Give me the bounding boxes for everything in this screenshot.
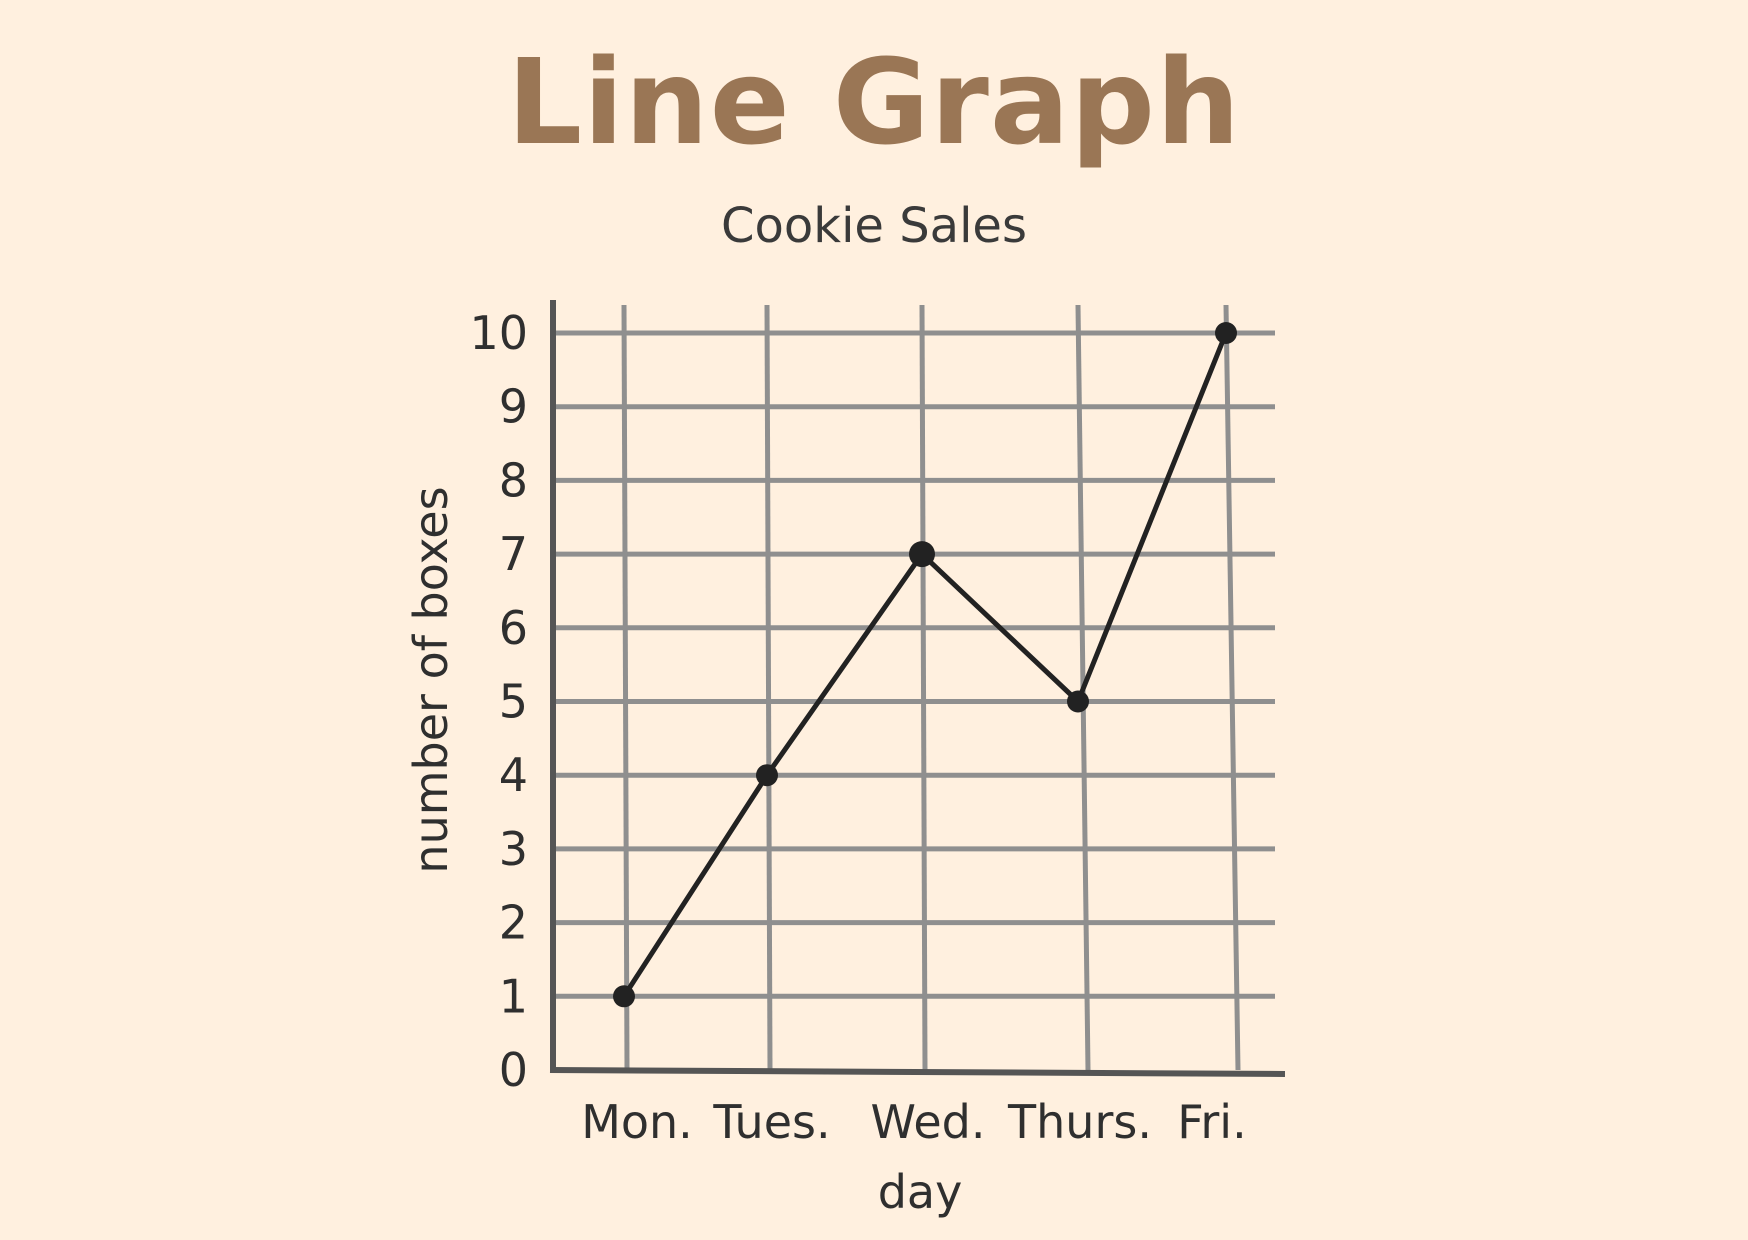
axes [549, 300, 1286, 1077]
x-tick-label: Mon. [581, 1095, 693, 1149]
data-point-thurs [1067, 690, 1089, 713]
y-tick-label: 10 [469, 306, 528, 360]
y-tick-label: 3 [499, 822, 528, 876]
y-tick-label: 4 [499, 748, 528, 802]
data-point-mon [613, 985, 635, 1008]
series-cookie-sales [613, 322, 1237, 1008]
data-point-tues [756, 764, 778, 787]
x-tick-label: Fri. [1177, 1095, 1246, 1149]
gridline-v-2 [919, 304, 928, 1071]
x-axis-label: day [878, 1165, 963, 1219]
grid [553, 304, 1275, 1071]
chart-title: Cookie Sales [721, 198, 1027, 254]
data-point-wed [909, 541, 935, 568]
y-tick-label: 6 [499, 601, 528, 655]
y-tick-label: 1 [499, 969, 528, 1023]
x-tick-label: Tues. [712, 1095, 830, 1149]
y-tick-label: 8 [499, 453, 528, 507]
y-tick-label: 5 [499, 675, 528, 729]
x-tick-labels: Mon. Tues. Wed. Thurs. Fri. [581, 1095, 1247, 1149]
gridline-v-4 [1223, 304, 1241, 1071]
y-tick-labels: 0 1 2 3 4 5 6 7 8 9 10 [469, 306, 528, 1097]
x-tick-label: Wed. [871, 1095, 986, 1149]
y-tick-label: 2 [499, 896, 528, 950]
gridline-v-0 [621, 304, 630, 1071]
x-tick-label: Thurs. [1007, 1095, 1152, 1149]
y-tick-label: 9 [499, 380, 528, 434]
gridline-v-1 [764, 304, 773, 1071]
data-point-fri [1215, 322, 1237, 344]
x-axis-line [549, 1067, 1286, 1077]
page-title: Line Graph [507, 33, 1241, 171]
y-axis-label: number of boxes [404, 486, 458, 873]
y-tick-label: 7 [499, 527, 528, 581]
y-tick-label: 0 [499, 1043, 528, 1097]
